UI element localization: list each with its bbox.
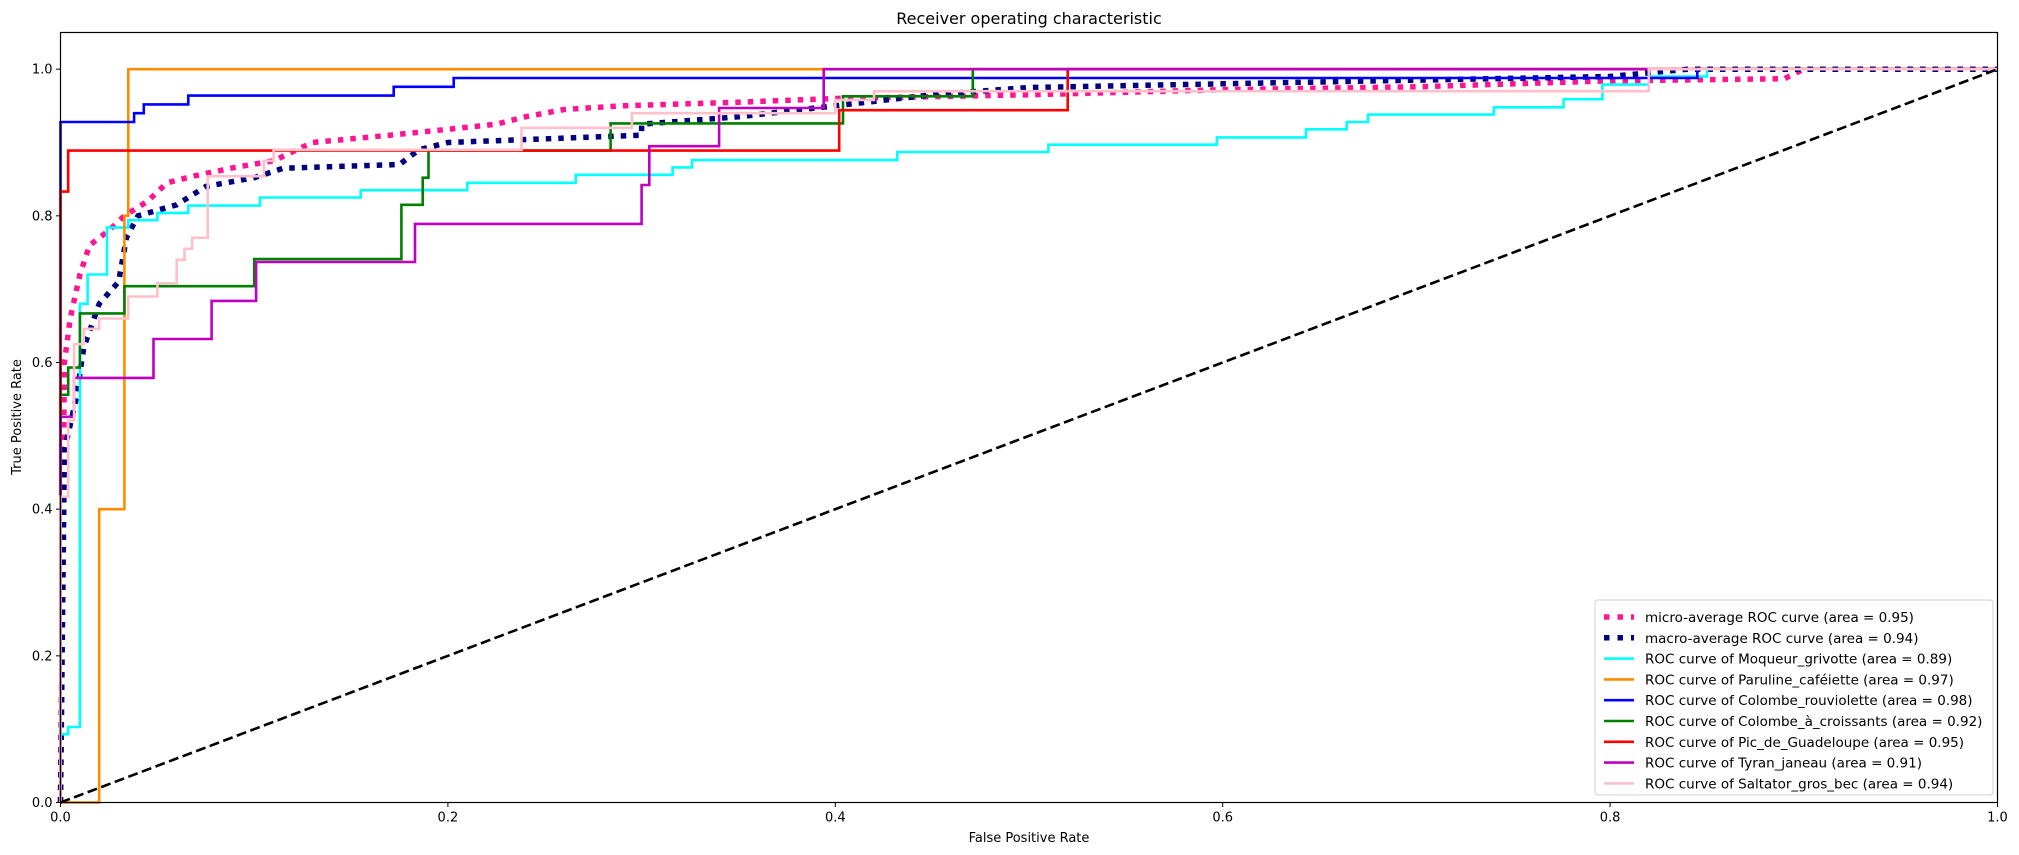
x-tick-label: 0.0 <box>50 811 71 826</box>
legend-label: ROC curve of Colombe_à_croissants (area … <box>1645 714 1982 730</box>
legend-entry: ROC curve of Paruline_caféiette (area = … <box>1604 672 1954 688</box>
legend-label: ROC curve of Paruline_caféiette (area = … <box>1645 672 1954 688</box>
legend-box <box>1594 599 1994 796</box>
legend-entry: micro-average ROC curve (area = 0.95) <box>1604 610 1914 626</box>
series-line-roc-curve-of-saltator-gros-bec <box>59 67 1998 803</box>
legend-entry: ROC curve of Colombe_à_croissants (area … <box>1604 714 1982 730</box>
legend-entry: macro-average ROC curve (area = 0.94) <box>1604 631 1918 647</box>
x-tick-label: 0.4 <box>825 811 846 826</box>
y-axis-label: True Positive Rate <box>10 359 25 476</box>
series-line-roc-curve-of-moqueur-grivotte <box>59 67 1998 803</box>
legend-label: ROC curve of Tyran_janeau (area = 0.91) <box>1645 756 1922 772</box>
series-line-roc-curve-of-paruline-caf-iette <box>60 67 1998 804</box>
chart-title: Receiver operating characteristic <box>896 9 1162 28</box>
x-tick-label: 1.0 <box>1987 811 2008 826</box>
y-tick-label: 0.2 <box>32 649 53 664</box>
legend-entry: ROC curve of Moqueur_grivotte (area = 0.… <box>1604 652 1952 668</box>
reference-diagonal-line <box>60 67 1998 804</box>
x-tick-label: 0.8 <box>1600 811 1621 826</box>
legend-label: micro-average ROC curve (area = 0.95) <box>1645 610 1914 626</box>
legend-label: ROC curve of Saltator_gros_bec (area = 0… <box>1645 776 1953 792</box>
legend-entry: ROC curve of Tyran_janeau (area = 0.91) <box>1604 756 1922 772</box>
series-line-roc-curve-of-tyran-janeau <box>59 67 1998 803</box>
y-tick-label: 0.6 <box>32 356 53 371</box>
series-line-roc-curve-of-colombe-croissants <box>59 67 1998 803</box>
y-tick-label: 1.0 <box>32 63 53 78</box>
legend: micro-average ROC curve (area = 0.95) mac… <box>1594 599 1994 796</box>
y-tick-label: 0.8 <box>32 209 53 224</box>
legend-label: ROC curve of Pic_de_Guadeloupe (area = 0… <box>1645 735 1964 751</box>
series-line-macro-average-roc-curve <box>57 66 1998 803</box>
x-tick-label: 0.2 <box>438 811 459 826</box>
legend-entry: ROC curve of Pic_de_Guadeloupe (area = 0… <box>1604 735 1964 751</box>
y-tick-label: 0.4 <box>32 503 53 518</box>
series-line-roc-curve-of-pic-de-guadeloupe <box>59 67 1998 803</box>
curves-layer <box>57 66 1998 804</box>
x-axis-label: False Positive Rate <box>969 831 1090 846</box>
x-tick-label: 0.6 <box>1212 811 1233 826</box>
legend-label: ROC curve of Colombe_rouviolette (area =… <box>1645 693 1973 709</box>
legend-label: macro-average ROC curve (area = 0.94) <box>1645 631 1918 647</box>
series-line-roc-curve-of-colombe-rouviolette <box>59 67 1998 803</box>
legend-label: ROC curve of Moqueur_grivotte (area = 0.… <box>1645 652 1952 668</box>
legend-entry: ROC curve of Colombe_rouviolette (area =… <box>1604 693 1973 709</box>
ticks-layer: 0.0 0.2 0.4 0.6 0.8 1.0 0.0 0.2 0.4 0.6 0.8 1.0 <box>32 63 2008 826</box>
y-tick-label: 0.0 <box>32 796 53 811</box>
legend-entry: ROC curve of Saltator_gros_bec (area = 0… <box>1604 776 1953 792</box>
plot-frame <box>59 31 1999 804</box>
